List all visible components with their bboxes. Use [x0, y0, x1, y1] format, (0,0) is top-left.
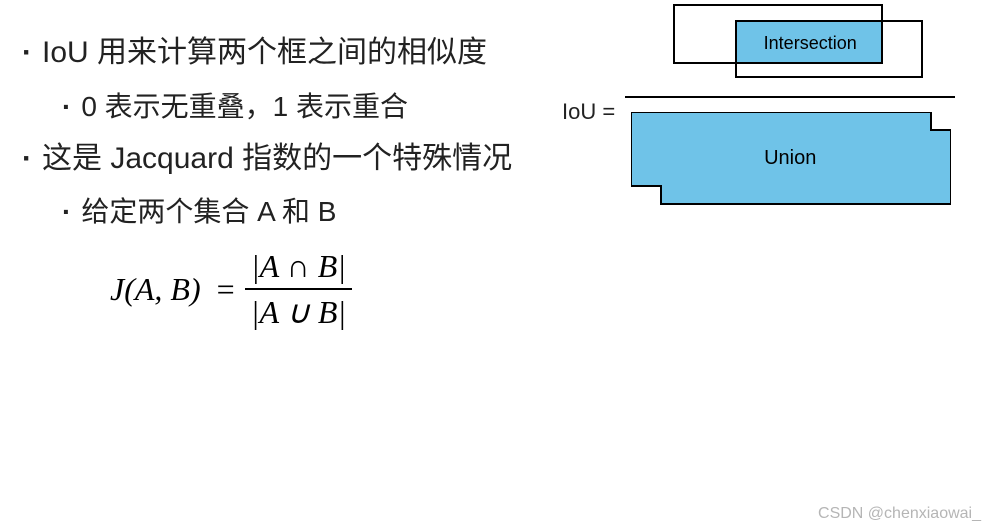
iou-label: IoU = [562, 99, 615, 125]
formula-rhs: |A ∩ B| |A ∪ B| [245, 248, 353, 331]
intersection-box-b [735, 20, 923, 78]
bullet-1: IoU 用来计算两个框之间的相似度 [10, 30, 550, 77]
watermark: CSDN @chenxiaowai_ [818, 505, 981, 523]
bullet-2-sub: 给定两个集合 A 和 B [10, 190, 550, 233]
jaccard-formula: J(A, B) = |A ∩ B| |A ∪ B| [10, 248, 550, 331]
union-figure: Union [625, 112, 955, 212]
fraction-bar [625, 96, 955, 98]
intersection-figure: Intersection [625, 4, 955, 86]
formula-eq: = [217, 271, 235, 308]
text-column: IoU 用来计算两个框之间的相似度 0 表示无重叠，1 表示重合 这是 Jacq… [10, 30, 550, 331]
formula-denominator: |A ∪ B| [245, 293, 353, 331]
formula-bar [245, 288, 353, 290]
bullet-2: 这是 Jacquard 指数的一个特殊情况 [10, 136, 550, 183]
formula-lhs: J(A, B) [110, 271, 201, 308]
union-label: Union [625, 112, 955, 204]
formula-numerator: |A ∩ B| [245, 248, 352, 285]
bullet-1-sub: 0 表示无重叠，1 表示重合 [10, 85, 550, 128]
iou-diagram: IoU = Intersection Union [562, 4, 992, 212]
iou-fraction: Intersection Union [625, 4, 955, 212]
